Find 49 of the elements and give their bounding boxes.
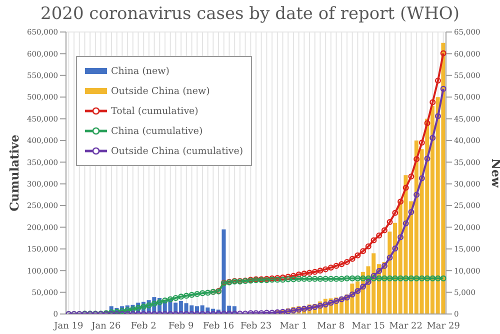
point — [360, 248, 366, 254]
point — [392, 210, 398, 216]
point — [354, 252, 361, 258]
point — [414, 156, 420, 162]
point — [344, 258, 350, 265]
legend-label: Total (cumulative) — [111, 106, 198, 116]
point — [398, 198, 404, 205]
point — [333, 262, 340, 269]
point — [296, 272, 302, 278]
point — [440, 50, 446, 56]
x-tick-label: Mar 8 — [317, 321, 345, 332]
point — [349, 256, 356, 262]
chart-title: 2020 coronavirus cases by date of report (WHO) — [40, 4, 460, 26]
point — [434, 78, 441, 84]
point — [306, 270, 313, 276]
point — [402, 184, 409, 191]
legend-label: China (new) — [111, 66, 170, 76]
legend-label: China (cumulative) — [111, 126, 203, 136]
x-tick-label: Feb 2 — [130, 321, 156, 332]
x-tick-label: Feb 23 — [240, 321, 272, 332]
point — [430, 99, 436, 106]
x-tick-label: Jan 19 — [53, 321, 84, 332]
legend-label: Outside China (cumulative) — [111, 146, 244, 156]
point — [424, 120, 430, 126]
x-tick-label: Jan 26 — [90, 321, 121, 332]
y-axis-title: Cumulative — [7, 134, 22, 212]
point — [418, 140, 425, 146]
point — [322, 266, 329, 272]
x-tick-label: Mar 22 — [389, 321, 422, 332]
point — [290, 272, 296, 279]
point — [381, 227, 388, 234]
x-tick-label: Mar 1 — [280, 321, 308, 332]
point — [408, 173, 414, 180]
point — [365, 243, 372, 250]
point — [328, 264, 334, 271]
point — [386, 219, 393, 226]
x-tick-label: Mar 29 — [426, 321, 460, 332]
point — [370, 237, 377, 244]
point — [338, 261, 345, 268]
point — [317, 268, 324, 274]
point — [312, 268, 318, 275]
point — [376, 232, 382, 238]
legend-label: Outside China (new) — [111, 86, 210, 96]
point — [301, 270, 308, 277]
y2-axis-title: New — [488, 158, 500, 188]
x-tick-label: Mar 15 — [352, 321, 386, 332]
x-tick-label: Feb 9 — [168, 321, 194, 332]
x-tick-label: Feb 16 — [202, 321, 234, 332]
point — [285, 274, 292, 280]
